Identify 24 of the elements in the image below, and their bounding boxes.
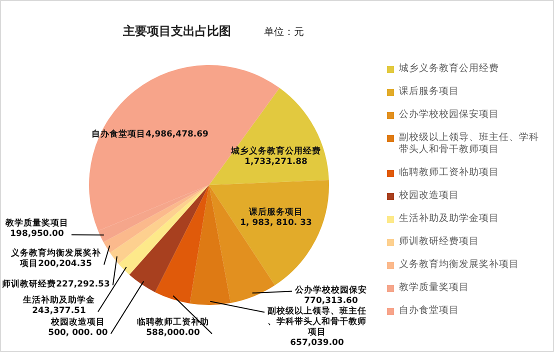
legend-label: 公办学校校园保安项目 bbox=[399, 109, 499, 121]
data-label: 公办学校校园保安 770,313.60 bbox=[294, 284, 367, 306]
chart-subtitle: 单位：元 bbox=[264, 26, 304, 39]
data-label: 师训教研经费227,292.53 bbox=[1, 278, 110, 290]
legend-label: 师训教研经费项目 bbox=[399, 236, 479, 248]
legend-label: 自办食堂项目 bbox=[399, 305, 459, 317]
legend-label: 校园改造项目 bbox=[399, 190, 459, 202]
data-label: 自办食堂项目4,986,478.69 bbox=[92, 128, 209, 140]
legend-label: 临聘教师工资补助项目 bbox=[399, 167, 499, 179]
chart-title: 主要项目支出占比图 bbox=[123, 23, 231, 40]
data-label: 城乡义务教育公用经费 1,733,271.88 bbox=[230, 144, 321, 167]
data-label: 副校级以上领导、班主任、学科带头人和骨干教师项目 657,039.00 bbox=[268, 305, 366, 348]
legend-label: 义务教育均衡发展奖补项目 bbox=[399, 259, 519, 271]
legend-label: 教学质量奖项目 bbox=[399, 282, 469, 294]
data-label: 生活补助及助学金 243,377.51 bbox=[22, 294, 96, 316]
legend-label: 生活补助及助学金项目 bbox=[399, 213, 499, 225]
legend-label: 课后服务项目 bbox=[399, 86, 459, 98]
data-label: 校园改造项目 500, 000. 00 bbox=[48, 316, 108, 338]
data-label: 课后服务项目 1, 983, 810. 33 bbox=[240, 206, 312, 228]
data-label: 教学质量奖项目 198,950.00 bbox=[4, 217, 68, 239]
data-label: 临聘教师工资补助 588,000.00 bbox=[137, 316, 209, 338]
legend-label: 副校级以上领导、班主任、学科带头人和骨干教师项目 bbox=[399, 132, 540, 156]
legend-label: 城乡义务教育公用经费 bbox=[399, 63, 499, 75]
data-label: 义务教育均衡发展奖补项目200,204.35 bbox=[10, 246, 102, 269]
